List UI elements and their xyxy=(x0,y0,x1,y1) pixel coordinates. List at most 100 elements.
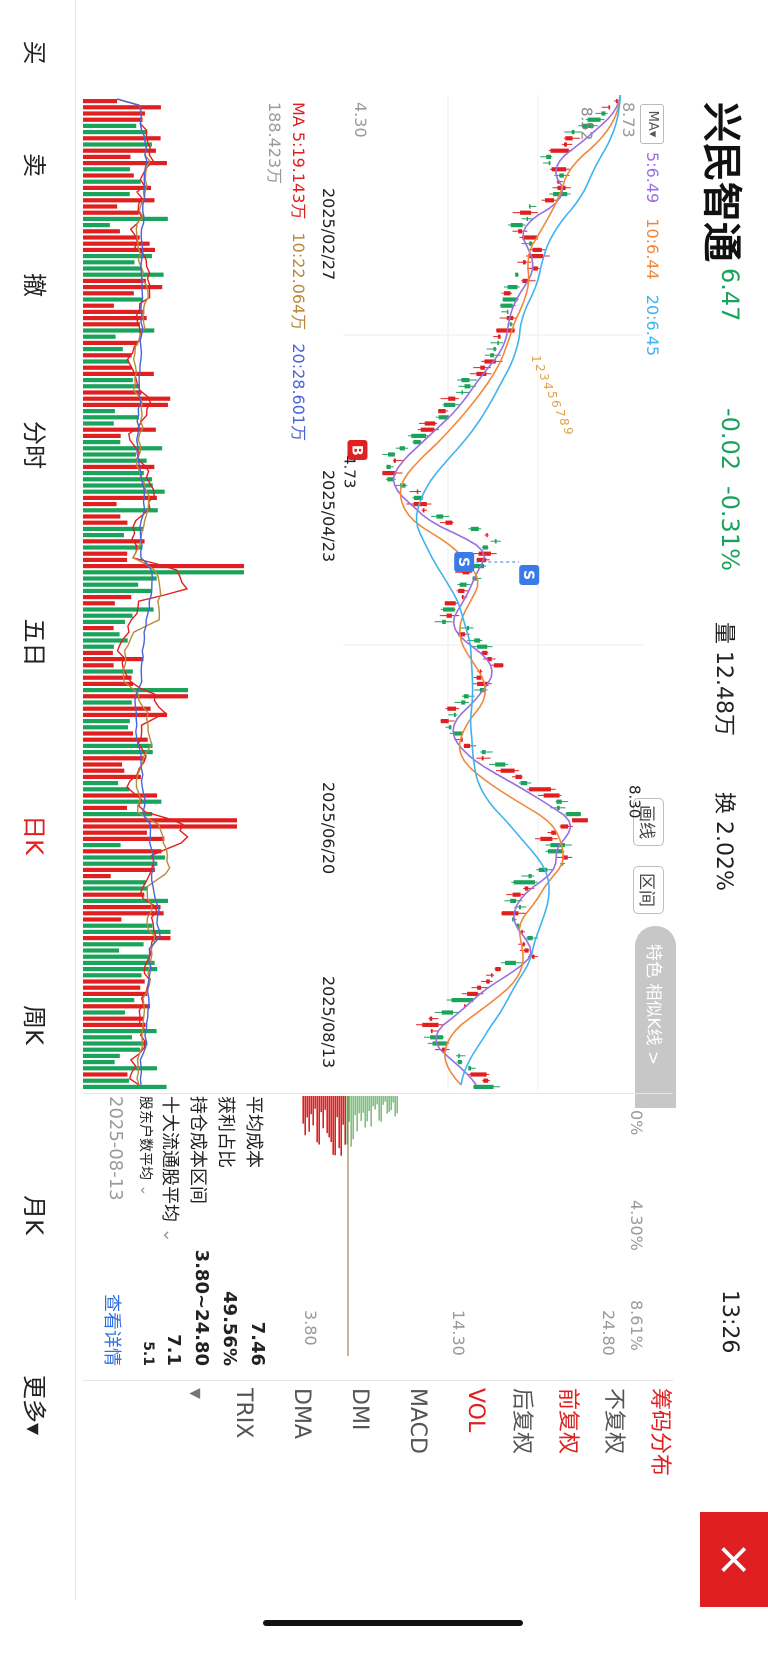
volume-bar xyxy=(83,409,115,414)
tab-buy[interactable]: 买 xyxy=(20,40,49,65)
home-indicator xyxy=(263,1620,523,1626)
candle-body xyxy=(557,805,560,810)
indicator-dmi-option[interactable]: DMI xyxy=(347,1388,372,1431)
volume-bar xyxy=(83,719,130,724)
avg-cost-value: 7.46 xyxy=(247,1321,268,1366)
candle-body xyxy=(382,471,396,476)
chip-bar xyxy=(310,1096,312,1115)
volume-bar xyxy=(83,998,135,1003)
volume-bar xyxy=(83,359,129,364)
candle-body xyxy=(461,700,466,705)
candle-body xyxy=(565,136,573,141)
candle-body xyxy=(448,396,456,401)
price-axis-bottom: 4.30 xyxy=(351,102,370,138)
candle-body xyxy=(458,588,465,593)
chip-bar xyxy=(360,1096,362,1121)
tab-cancel[interactable]: 撤 xyxy=(20,273,49,297)
candle-body xyxy=(524,886,529,891)
ma20-line xyxy=(415,95,622,1086)
volume-bar xyxy=(83,1035,133,1040)
volume-bar xyxy=(83,874,111,879)
candle-body xyxy=(447,706,457,711)
adjust-backward-option[interactable]: 后复权 xyxy=(509,1388,534,1455)
profit-ratio-row: 获利占比 49.56% xyxy=(212,1096,240,1366)
vol-ma5-value: MA 5:19.143万 xyxy=(289,102,308,220)
date-axis-label: 2025/06/20 xyxy=(319,782,338,875)
candle-body xyxy=(540,836,553,841)
volume-bar xyxy=(83,421,114,426)
tab-daily-k[interactable]: 日K xyxy=(20,815,49,855)
chip-price-label: 24.80 xyxy=(599,1310,618,1356)
chip-bar xyxy=(378,1096,380,1121)
candle-body xyxy=(524,948,529,953)
avg-cost-row: 平均成本 7.46 xyxy=(240,1096,268,1366)
volume-bar xyxy=(83,570,244,575)
indicator-vol-option[interactable]: VOL xyxy=(463,1388,488,1433)
close-button[interactable]: × xyxy=(700,1512,768,1607)
chip-bar xyxy=(376,1096,378,1105)
chip-bar xyxy=(332,1096,334,1155)
bottom-tabs-divider xyxy=(75,0,76,1600)
chip-bar xyxy=(338,1096,340,1149)
ma-selector[interactable]: MA▾ xyxy=(640,104,664,144)
volume-bar xyxy=(83,700,132,705)
candle-body xyxy=(470,1072,487,1077)
volume-bar xyxy=(83,99,118,104)
chip-bar xyxy=(374,1096,376,1110)
volume-bar xyxy=(83,458,147,463)
expand-indicators-icon[interactable]: ▾ xyxy=(183,1388,208,1400)
close-icon: × xyxy=(709,1541,760,1578)
candle-body xyxy=(572,818,588,823)
chip-bar xyxy=(366,1096,368,1122)
volume-bar xyxy=(83,334,116,339)
volume-chart[interactable] xyxy=(83,95,268,1090)
indicator-macd-option[interactable]: MACD xyxy=(405,1388,430,1454)
tab-intraday[interactable]: 分时 xyxy=(20,421,49,469)
chip-bars xyxy=(302,1096,398,1156)
chip-distribution-tab[interactable]: 筹码分布 xyxy=(647,1388,672,1477)
tab-more[interactable]: 更多▾ xyxy=(20,1374,49,1436)
adjust-forward-option[interactable]: 前复权 xyxy=(555,1388,580,1455)
tab-five-day[interactable]: 五日 xyxy=(20,618,49,667)
view-detail-link[interactable]: 查看详情 xyxy=(101,1294,122,1366)
volume-bar xyxy=(83,533,125,538)
buy-marker[interactable] xyxy=(347,440,368,460)
holder-row[interactable]: 股东户数平均 ⌄ 5.1 xyxy=(132,1096,156,1366)
vol-ma10-value: 10:22.064万 xyxy=(289,232,308,331)
volume-bar xyxy=(83,843,121,848)
volume-bar xyxy=(83,396,171,401)
volume-bar xyxy=(83,229,120,234)
volume-bar xyxy=(83,514,121,519)
volume-bar xyxy=(83,706,151,711)
candle-body xyxy=(510,223,523,228)
candle-body xyxy=(440,719,449,724)
chip-bar xyxy=(386,1096,388,1114)
indicator-trix-option[interactable]: TRIX xyxy=(231,1388,256,1439)
volume-bar xyxy=(83,1072,128,1077)
tab-weekly-k[interactable]: 周K xyxy=(20,1005,49,1045)
volume-bar xyxy=(83,936,171,941)
top10-row[interactable]: 十大流通股平均 ⌄ 7.1 xyxy=(156,1096,184,1366)
candle-body xyxy=(468,1066,472,1071)
tab-sell[interactable]: 卖 xyxy=(20,153,49,177)
volume-bar xyxy=(83,433,121,438)
candle-body xyxy=(512,892,521,897)
volume-bar xyxy=(83,309,145,315)
adjust-none-option[interactable]: 不复权 xyxy=(601,1388,626,1455)
candle-body xyxy=(529,787,551,792)
candle-body xyxy=(486,979,490,984)
volume-bar xyxy=(83,979,145,984)
trend-count-label: 5 xyxy=(545,391,559,399)
indicator-dma-option[interactable]: DMA xyxy=(289,1388,314,1439)
volume-bar xyxy=(83,415,139,420)
prev-high-label: 8.52 xyxy=(578,107,596,140)
candle-body xyxy=(493,347,496,352)
candle-body xyxy=(446,613,452,618)
tab-monthly-k[interactable]: 月K xyxy=(20,1195,49,1235)
volume-bar xyxy=(83,1060,115,1065)
sell-marker[interactable] xyxy=(519,565,540,585)
trend-count-label: 6 xyxy=(549,400,563,408)
candle-body xyxy=(443,402,456,407)
candle-body xyxy=(438,415,449,420)
